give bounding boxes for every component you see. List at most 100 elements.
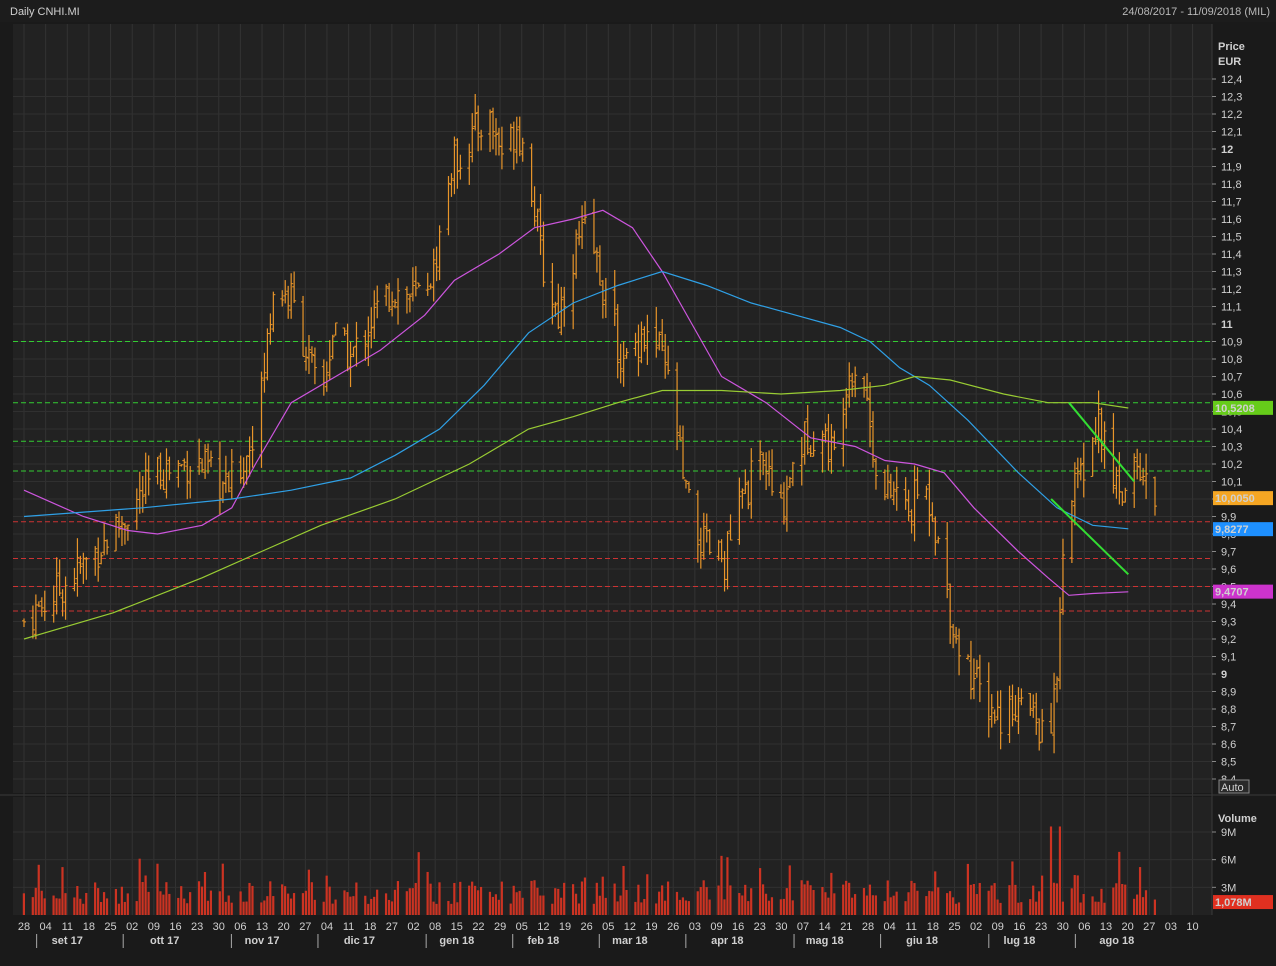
- volume-bar: [925, 896, 928, 915]
- volume-bar: [474, 885, 477, 915]
- volume-bar: [613, 883, 616, 915]
- x-day-label: 30: [1057, 921, 1069, 933]
- volume-bar: [162, 894, 165, 915]
- volume-bar: [996, 899, 999, 915]
- x-month-label: apr 18: [711, 935, 743, 947]
- volume-bar: [845, 880, 848, 915]
- volume-bar: [168, 893, 171, 915]
- x-day-label: 23: [191, 921, 203, 933]
- series-line-4: [1050, 498, 1129, 576]
- volume-bar: [429, 883, 432, 915]
- volume-bar: [447, 900, 450, 915]
- x-month-label: giu 18: [906, 935, 938, 947]
- x-day-label: 11: [343, 921, 354, 933]
- series-line-2: [23, 375, 1129, 640]
- volume-bar: [373, 896, 376, 915]
- price-tick-label: 9: [1221, 669, 1227, 681]
- volume-bar: [761, 884, 765, 915]
- volume-bar: [1040, 875, 1044, 915]
- price-tick-label: 10,1: [1221, 477, 1242, 489]
- price-tick-label: 9,3: [1221, 617, 1236, 629]
- x-day-label: 03: [1165, 921, 1177, 933]
- price-tick-label: 12,4: [1221, 74, 1242, 86]
- volume-bar: [355, 882, 358, 915]
- price-tick-label: 12: [1221, 144, 1233, 156]
- volume-bar: [468, 885, 471, 915]
- volume-bar: [788, 865, 791, 915]
- volume-bar: [827, 897, 830, 915]
- volume-bar: [1011, 861, 1014, 915]
- price-badge: [1213, 400, 1273, 415]
- volume-bar: [812, 890, 815, 915]
- volume-bar: [542, 895, 545, 915]
- volume-bar: [147, 891, 150, 915]
- volume-bar: [738, 892, 741, 915]
- volume-bar: [286, 893, 290, 915]
- volume-bar: [1144, 890, 1148, 915]
- x-day-label: 27: [386, 921, 398, 933]
- price-badge-label: 9,4707: [1215, 587, 1249, 599]
- volume-bar: [1035, 901, 1038, 915]
- volume-bar: [1049, 826, 1053, 915]
- volume-bar: [886, 880, 889, 915]
- volume-bar: [304, 890, 308, 915]
- price-badge: [1213, 584, 1273, 599]
- volume-bar: [322, 901, 325, 915]
- volume-bar: [1133, 898, 1136, 915]
- volume-bar: [189, 892, 192, 915]
- volume-bar: [785, 888, 788, 915]
- volume-bar: [574, 893, 578, 915]
- volume-bar: [301, 893, 305, 915]
- volume-bar: [1061, 901, 1064, 915]
- date-range-label: 24/08/2017 - 11/09/2018 (MIL): [1122, 6, 1270, 18]
- volume-bar: [681, 897, 685, 915]
- volume-bar: [972, 884, 975, 915]
- x-day-label: 26: [581, 921, 593, 933]
- x-day-label: 09: [992, 921, 1004, 933]
- x-day-label: 21: [840, 921, 852, 933]
- volume-bar: [598, 895, 601, 915]
- price-tick-label: 8,5: [1221, 757, 1236, 769]
- x-day-label: 23: [754, 921, 766, 933]
- x-day-label: 18: [927, 921, 939, 933]
- volume-bar: [729, 885, 732, 915]
- volume-bar: [779, 899, 782, 915]
- volume-bar: [227, 895, 230, 915]
- volume-bar: [52, 895, 55, 915]
- price-tick-label: 11,6: [1221, 214, 1242, 226]
- price-tick-label: 10,9: [1221, 337, 1242, 349]
- price-tick-label: 9,1: [1221, 652, 1236, 664]
- volume-bar: [824, 892, 827, 915]
- volume-bar: [31, 897, 34, 915]
- price-tick-label: 11,4: [1221, 249, 1242, 261]
- price-tick-label: 11,7: [1221, 197, 1242, 209]
- volume-bar: [684, 900, 687, 915]
- x-day-label: 07: [797, 921, 809, 933]
- volume-bar: [666, 881, 670, 915]
- auto-scale-button[interactable]: [1218, 779, 1250, 794]
- volume-bar: [453, 882, 456, 915]
- volume-bar: [1014, 884, 1017, 915]
- volume-bar: [343, 890, 346, 915]
- x-day-label: 22: [472, 921, 484, 933]
- volume-bar: [384, 893, 388, 915]
- price-tick-label: 12,2: [1221, 109, 1242, 121]
- volume-bar: [260, 902, 263, 915]
- price-badge-label: 9,8277: [1215, 524, 1249, 536]
- volume-badge: [1213, 895, 1273, 910]
- volume-bar: [583, 877, 587, 915]
- volume-bar: [408, 888, 411, 915]
- x-day-label: 11: [62, 921, 73, 933]
- volume-bar: [661, 885, 664, 915]
- volume-bar: [675, 891, 679, 915]
- price-tick-label: 12,3: [1221, 92, 1242, 104]
- price-badge: [1213, 491, 1273, 506]
- volume-bar: [307, 869, 310, 915]
- volume-bar: [206, 900, 210, 915]
- volume-bar: [934, 871, 937, 915]
- volume-bar: [376, 889, 379, 915]
- volume-bar: [1058, 826, 1062, 915]
- volume-bar: [390, 901, 394, 915]
- volume-bar: [969, 884, 972, 915]
